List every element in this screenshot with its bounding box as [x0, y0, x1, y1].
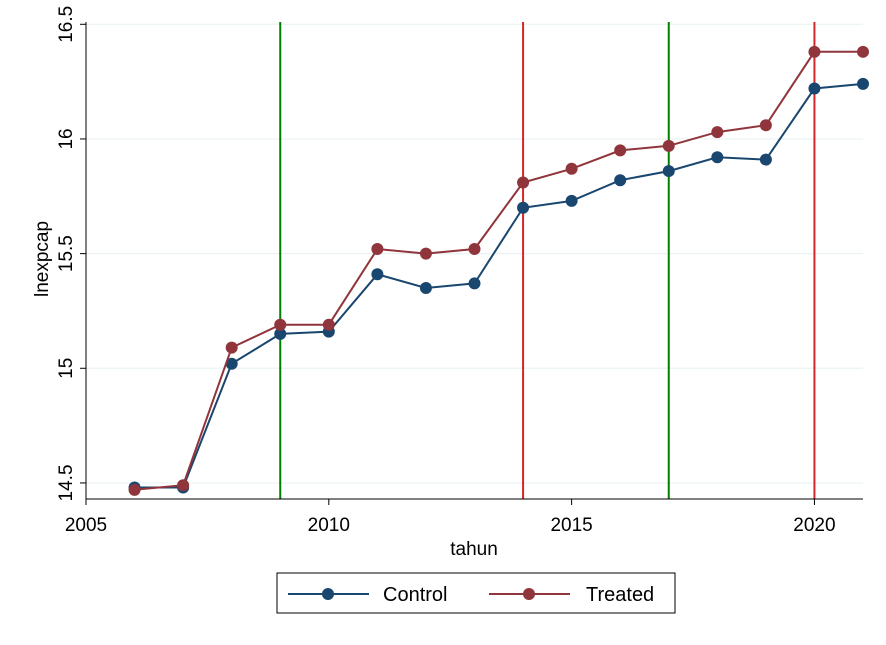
x-tick-label: 2020: [793, 515, 835, 536]
data-point-control: [225, 357, 238, 370]
x-tick-label: 2010: [308, 515, 350, 536]
data-point-control: [517, 201, 530, 214]
data-point-control: [419, 282, 432, 295]
data-point-control: [371, 268, 384, 281]
legend-marker: [523, 588, 535, 600]
data-point-treated: [565, 162, 578, 175]
y-tick-label: 15.5: [56, 235, 77, 272]
data-point-treated: [468, 243, 481, 256]
legend-label: Control: [383, 584, 447, 606]
x-axis-label: tahun: [450, 539, 498, 560]
data-point-control: [857, 77, 869, 90]
data-point-treated: [711, 126, 724, 139]
reference-lines: [279, 22, 816, 499]
x-tick-label: 2005: [65, 515, 107, 536]
data-point-control: [711, 151, 724, 164]
x-tick-label: 2015: [550, 515, 592, 536]
data-point-control: [662, 165, 675, 178]
y-tick-label: 15: [56, 358, 77, 379]
axes: 14.5 15 15.5 16 16.5 2005 2010 2015 2020: [56, 6, 863, 536]
data-point-control: [808, 82, 821, 95]
data-point-control: [468, 277, 481, 290]
series-line-treated: [134, 50, 863, 491]
data-point-treated: [274, 318, 287, 331]
data-point-treated: [614, 144, 627, 157]
y-axis-label: lnexpcap: [32, 221, 53, 297]
data-point-control: [274, 327, 287, 340]
data-point-treated: [322, 318, 335, 331]
data-point-treated: [808, 45, 821, 58]
legend-marker: [322, 588, 334, 600]
data-point-treated: [517, 176, 530, 189]
data-point-treated: [419, 247, 432, 260]
legend-label: Treated: [586, 584, 654, 606]
legend: Control Treated: [276, 572, 676, 614]
data-point-treated: [371, 243, 384, 256]
data-point-treated: [225, 341, 238, 354]
series: [128, 45, 869, 496]
y-tick-label: 16: [56, 128, 77, 149]
data-point-treated: [177, 479, 190, 492]
data-point-control: [759, 153, 772, 166]
data-point-treated: [662, 139, 675, 152]
series-line-control: [134, 82, 864, 489]
y-tick-label: 14.5: [56, 464, 77, 501]
data-point-treated: [128, 483, 141, 496]
data-point-control: [614, 174, 627, 187]
y-tick-label: 16.5: [56, 6, 77, 43]
data-point-treated: [759, 119, 772, 132]
data-point-control: [565, 194, 578, 207]
data-point-treated: [857, 45, 869, 58]
